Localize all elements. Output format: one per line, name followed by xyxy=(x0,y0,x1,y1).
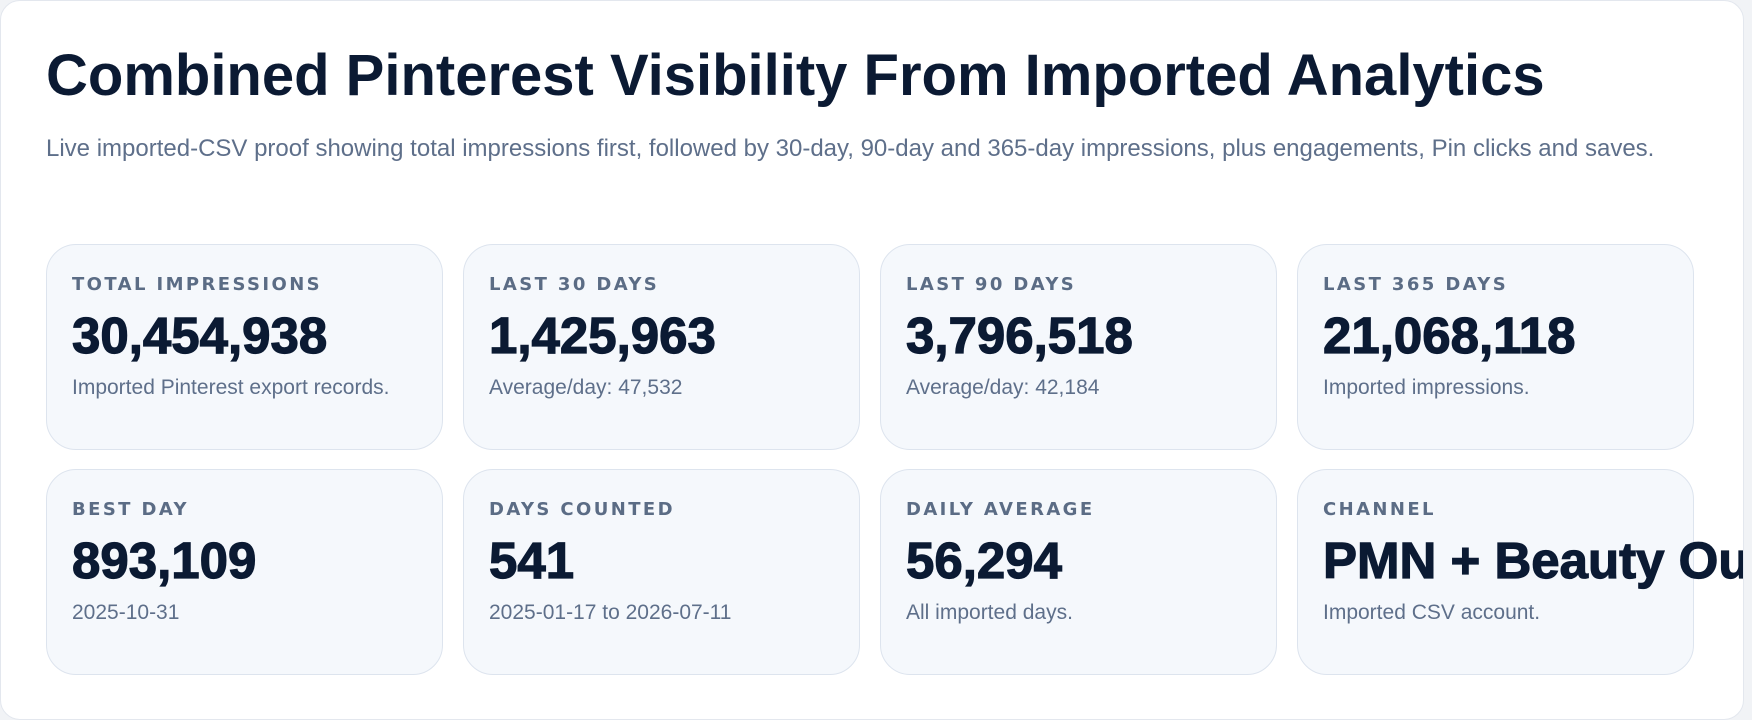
stat-note: All imported days. xyxy=(906,601,1073,625)
stat-note: 2025-01-17 to 2026-07-11 xyxy=(489,601,732,625)
stat-card-total-impressions: TOTAL IMPRESSIONS 30,454,938 Imported Pi… xyxy=(46,244,443,450)
stat-note: Average/day: 47,532 xyxy=(489,376,683,400)
stat-value: 1,425,963 xyxy=(488,307,716,364)
stat-note: 2025-10-31 xyxy=(72,601,180,625)
stat-note: Average/day: 42,184 xyxy=(906,376,1100,400)
stat-value: 893,109 xyxy=(71,532,257,589)
stat-label: DAILY AVERAGE xyxy=(906,499,1095,520)
page-subtitle: Live imported-CSV proof showing total im… xyxy=(46,135,1655,162)
stat-value: 541 xyxy=(488,532,575,589)
stat-value: 30,454,938 xyxy=(71,307,328,364)
stat-label: LAST 90 DAYS xyxy=(906,274,1077,295)
stat-label: LAST 30 DAYS xyxy=(489,274,660,295)
stat-label: BEST DAY xyxy=(72,499,189,520)
stat-card-daily-average: DAILY AVERAGE 56,294 All imported days. xyxy=(880,469,1277,675)
stat-note: Imported CSV account. xyxy=(1323,601,1541,625)
stat-note: Imported impressions. xyxy=(1323,376,1530,400)
stat-label: DAYS COUNTED xyxy=(489,499,675,520)
stat-card-channel: CHANNEL PMN + Beauty Ou Imported CSV acc… xyxy=(1297,469,1744,675)
stats-grid: TOTAL IMPRESSIONS 30,454,938 Imported Pi… xyxy=(46,244,1744,675)
stat-card-last-30-days: LAST 30 DAYS 1,425,963 Average/day: 47,5… xyxy=(463,244,860,450)
page-title: Combined Pinterest Visibility From Impor… xyxy=(46,43,1545,108)
stat-label: TOTAL IMPRESSIONS xyxy=(72,274,323,295)
stat-label: LAST 365 DAYS xyxy=(1323,274,1509,295)
stat-value: PMN + Beauty Ou xyxy=(1322,532,1744,589)
stat-note: Imported Pinterest export records. xyxy=(72,376,390,400)
stat-value: 21,068,118 xyxy=(1322,307,1576,364)
stat-label: CHANNEL xyxy=(1323,499,1436,520)
stat-value: 3,796,518 xyxy=(905,307,1133,364)
stat-value: 56,294 xyxy=(905,532,1062,589)
stat-card-last-90-days: LAST 90 DAYS 3,796,518 Average/day: 42,1… xyxy=(880,244,1277,450)
stat-card-days-counted: DAYS COUNTED 541 2025-01-17 to 2026-07-1… xyxy=(463,469,860,675)
stat-card-last-365-days: LAST 365 DAYS 21,068,118 Imported impres… xyxy=(1297,244,1694,450)
stat-card-best-day: BEST DAY 893,109 2025-10-31 xyxy=(46,469,443,675)
